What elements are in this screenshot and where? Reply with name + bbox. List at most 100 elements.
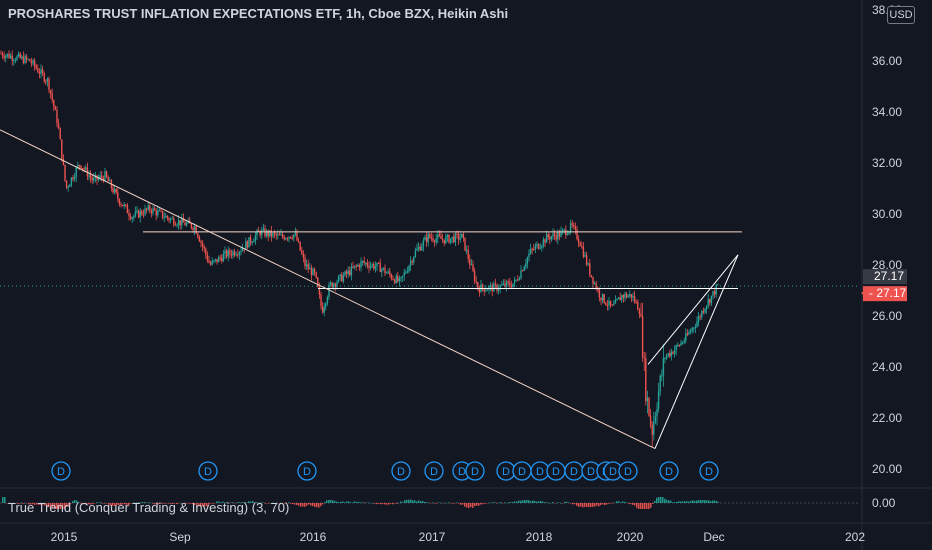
- candle-body: [214, 259, 217, 261]
- candle-body: [89, 175, 92, 178]
- indicator-bar: [380, 503, 382, 505]
- dividend-marker[interactable]: D: [391, 461, 411, 481]
- indicator-bar: [264, 503, 266, 504]
- indicator-bar: [610, 503, 612, 504]
- indicator-bar: [112, 503, 114, 506]
- candle-body: [464, 237, 466, 251]
- indicator-bar: [636, 503, 638, 509]
- candle-body: [24, 56, 26, 64]
- indicator-bar: [700, 500, 702, 503]
- indicator-bar: [552, 502, 554, 503]
- dividend-marker[interactable]: D: [424, 461, 444, 481]
- indicator-bar: [716, 501, 718, 503]
- candle-body: [473, 270, 476, 281]
- indicator-bar: [146, 502, 148, 504]
- indicator-bar: [144, 502, 146, 503]
- candle-body: [5, 55, 7, 59]
- indicator-bar: [172, 503, 174, 505]
- indicator-bar: [370, 502, 372, 504]
- indicator-bar: [64, 503, 66, 509]
- indicator-bar: [282, 503, 284, 504]
- dividend-marker[interactable]: D: [297, 461, 317, 481]
- indicator-bar: [556, 502, 558, 504]
- indicator-bar: [576, 503, 578, 506]
- candle-body: [547, 234, 549, 238]
- last-close-tag-arrow: [861, 289, 866, 298]
- dividend-marker[interactable]: D: [564, 461, 584, 481]
- dividend-marker[interactable]: D: [659, 461, 679, 481]
- indicator-bar: [72, 501, 74, 503]
- candle-body: [201, 242, 204, 247]
- dividend-marker[interactable]: D: [496, 461, 516, 481]
- candle-body: [381, 269, 383, 273]
- candle-body: [233, 251, 236, 256]
- candle-body: [105, 171, 108, 177]
- indicator-bar: [410, 499, 412, 503]
- candle-body: [32, 60, 34, 64]
- indicator-bar: [500, 502, 502, 503]
- indicator-bar: [482, 503, 484, 505]
- indicator-bar: [304, 503, 306, 507]
- candle-body: [302, 253, 305, 258]
- svg-text:D: D: [303, 466, 311, 478]
- candle-body: [448, 235, 450, 243]
- dividend-marker[interactable]: D: [546, 461, 566, 481]
- candle-body: [552, 233, 554, 237]
- currency-button[interactable]: USD: [887, 6, 915, 24]
- indicator-bar: [566, 501, 568, 503]
- candle-body: [683, 340, 685, 343]
- candle-body: [632, 295, 634, 298]
- indicator-bar: [268, 503, 270, 504]
- candle-body: [558, 232, 561, 237]
- candle-body: [715, 284, 717, 295]
- indicator-bar: [8, 503, 10, 504]
- indicator-bar: [584, 503, 586, 507]
- indicator-bar: [512, 502, 514, 503]
- dividend-marker[interactable]: D: [699, 461, 719, 481]
- indicator-bar: [190, 503, 192, 504]
- candle-body: [401, 275, 404, 278]
- indicator-tick-label: 0.00: [872, 496, 896, 510]
- candle-body: [566, 233, 569, 236]
- dividend-marker[interactable]: D: [465, 461, 485, 481]
- indicator-bar: [360, 502, 362, 504]
- candle-body: [192, 227, 194, 231]
- candle-body: [289, 236, 292, 239]
- indicator-bar: [260, 502, 262, 504]
- candle-body: [147, 205, 149, 210]
- candle-body: [574, 226, 577, 230]
- indicator-bar: [132, 502, 134, 504]
- dividend-marker[interactable]: D: [512, 461, 532, 481]
- candle-body: [633, 295, 636, 302]
- candle-body: [384, 267, 386, 274]
- dividend-marker[interactable]: D: [618, 461, 638, 481]
- indicator-bar: [50, 503, 52, 509]
- candle-body: [131, 217, 133, 219]
- candle-body: [213, 260, 215, 262]
- indicator-bar: [102, 503, 104, 504]
- candle-body: [456, 233, 458, 235]
- indicator-bar: [514, 501, 516, 503]
- dividend-marker[interactable]: D: [198, 461, 218, 481]
- indicator-bar: [702, 500, 704, 503]
- candle-body: [651, 424, 653, 435]
- dividend-marker[interactable]: D: [530, 461, 550, 481]
- indicator-bar: [390, 503, 392, 504]
- indicator-bar: [14, 503, 16, 504]
- candle-body: [54, 106, 57, 110]
- candle-body: [469, 258, 471, 265]
- indicator-bar: [108, 503, 110, 505]
- trend-line: [654, 254, 739, 449]
- candle-body: [257, 230, 260, 232]
- indicator-bar: [344, 502, 346, 504]
- indicator-label[interactable]: True Trend (Conquer Trading & Investing)…: [8, 500, 290, 515]
- dividend-marker[interactable]: D: [51, 461, 71, 481]
- candle-body: [429, 234, 431, 238]
- indicator-bar: [426, 502, 428, 503]
- candle-body: [297, 240, 300, 242]
- candle-body: [14, 60, 17, 62]
- indicator-bar: [280, 502, 282, 504]
- chart-title: PROSHARES TRUST INFLATION EXPECTATIONS E…: [8, 6, 509, 21]
- candle-body: [323, 307, 325, 313]
